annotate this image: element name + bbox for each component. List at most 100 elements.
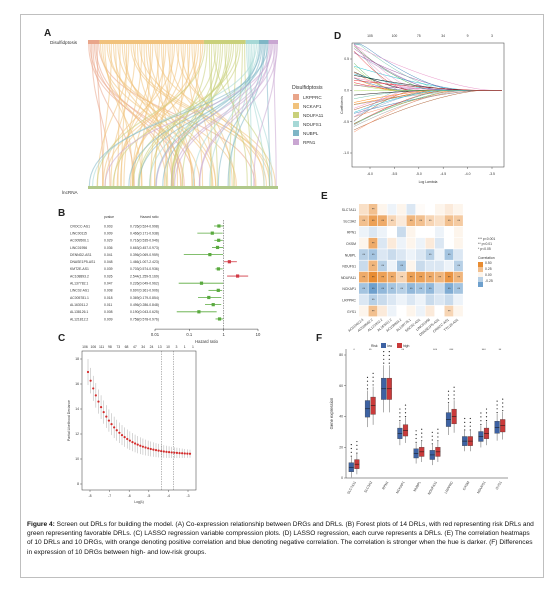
- panel-c-point: [86, 370, 90, 374]
- heatmap-cell: [387, 294, 397, 306]
- heatmap-cell: [378, 215, 387, 226]
- sankey-link: [102, 43, 167, 187]
- panel-c-y-tick-label: 10: [75, 457, 79, 461]
- sankey-link: [110, 43, 136, 187]
- sankey-node-top: [203, 40, 246, 44]
- heatmap-cell-star: **: [429, 287, 432, 291]
- panel-d-plot-frame: [351, 42, 505, 168]
- forest-pvalue: 0.029: [104, 239, 113, 243]
- panel-f-outlier: [447, 390, 450, 392]
- forest-point: [207, 295, 211, 300]
- legend-swatch-lrpprc: [293, 94, 299, 100]
- forest-pvalue: 0.003: [104, 224, 113, 228]
- forest-point: [211, 303, 215, 307]
- panel-c-point: [133, 442, 137, 445]
- panel-a-top-label: Disulfidptosis: [50, 40, 78, 45]
- panel-c-point: [170, 451, 173, 454]
- sankey-link: [209, 43, 254, 187]
- panel-c-top-tick: 106: [90, 345, 96, 349]
- panel-c-point: [94, 394, 97, 397]
- panel-f-outlier: [356, 444, 358, 447]
- panel-f-outlier: [431, 431, 433, 433]
- heatmap-cell: [368, 215, 378, 226]
- panel-f-outlier: [447, 402, 450, 404]
- heatmap-cell: [359, 249, 368, 260]
- forest-hr-text: 0.190(0.043-0.625): [130, 310, 159, 314]
- heatmap-cell: [444, 237, 454, 249]
- panel-c-top-tick: 73: [116, 345, 120, 349]
- heatmap-cell: [444, 283, 454, 294]
- panel-f-outlier: [480, 420, 482, 422]
- panel-f-outlier: [388, 351, 390, 353]
- panel-f-y-tick-label: 80: [339, 353, 343, 357]
- heatmap-cell-star: **: [362, 287, 365, 291]
- forest-point: [217, 238, 221, 242]
- panel-c-point: [118, 431, 121, 434]
- heatmap-sig-legend: * p<0.05: [478, 247, 491, 251]
- panel-label-c: C: [58, 333, 66, 344]
- heatmap-cell: [387, 237, 397, 249]
- panel-f-outlier: [388, 358, 390, 360]
- panel-f-x-label: OXSM: [462, 480, 471, 491]
- panel-c-point: [178, 452, 181, 455]
- heatmap-cell: [425, 271, 435, 283]
- panel-f-outlier: [388, 354, 390, 357]
- heatmap-colorbar-tick: 0.25: [485, 267, 492, 271]
- panel-f-outlier: [496, 400, 498, 402]
- panel-f-outlier: [415, 434, 417, 436]
- heatmap-cell: [397, 226, 406, 238]
- panel-c-point: [128, 439, 131, 442]
- heatmap-cell: [444, 305, 454, 317]
- heatmap-cell-star: **: [372, 275, 375, 279]
- panel-f-outlier: [366, 388, 369, 390]
- sankey-link: [128, 43, 262, 187]
- panel-f-y-label: Gene expression: [329, 397, 334, 429]
- panel-f-outlier: [350, 455, 352, 457]
- heatmap-cell-star: **: [362, 219, 365, 223]
- panel-f-outlier: [464, 417, 466, 420]
- sankey-link: [171, 43, 273, 187]
- panel-f-x-label: NDUFS1: [476, 480, 486, 494]
- forest-pvalue: 0.048: [104, 260, 113, 264]
- heatmap-cell: [454, 283, 463, 294]
- sankey-node-top: [259, 40, 269, 44]
- sankey-link: [104, 43, 204, 187]
- heatmap-cell: [378, 237, 387, 249]
- forest-hr-text: 0.697(0.361-0.906): [130, 289, 159, 293]
- forest-pvalue: 0.008: [104, 289, 113, 293]
- legend-label-rpn1: RPN1: [303, 139, 316, 145]
- panel-f-outlier: [372, 376, 374, 378]
- panel-c-point: [141, 445, 145, 448]
- panel-c-top-tick: 10: [166, 345, 170, 349]
- forest-pvalue: 0.039: [104, 267, 113, 271]
- panel-f-outlier: [480, 412, 482, 414]
- heatmap-cell-star: **: [381, 264, 384, 268]
- forest-hr-text: 0.716(0.535-0.946): [130, 239, 159, 243]
- forest-gene-label: AC009506.1: [70, 239, 89, 243]
- panel-f-outlier: [453, 394, 455, 396]
- heatmap-cell: [387, 204, 397, 215]
- heatmap-cell-star: **: [419, 219, 422, 223]
- panel-c-point: [105, 415, 108, 418]
- sankey-link: [155, 43, 270, 187]
- sankey-link: [96, 43, 206, 187]
- heatmap-colorbar-tick: 0.00: [485, 273, 492, 277]
- panel-d-coef-path: [353, 45, 502, 91]
- forest-point: [217, 317, 222, 321]
- panel-c-x-tick-label: -7: [108, 494, 111, 498]
- forest-col-hr: Hazard ratio: [140, 215, 159, 219]
- panel-f-legend-swatch: [397, 343, 402, 348]
- panel-f-outlier: [453, 386, 455, 388]
- heatmap-colorbar-step: [478, 277, 483, 282]
- heatmap-cell: [406, 283, 416, 294]
- panel-f-outlier: [485, 416, 488, 418]
- panel-c-point: [157, 449, 160, 452]
- forest-point: [197, 310, 201, 314]
- panel-c-point: [120, 433, 124, 437]
- panel-f-outlier: [421, 428, 423, 430]
- sankey-link: [247, 43, 265, 187]
- panel-f-y-tick-label: 60: [339, 384, 343, 388]
- panel-label-a: A: [44, 28, 52, 39]
